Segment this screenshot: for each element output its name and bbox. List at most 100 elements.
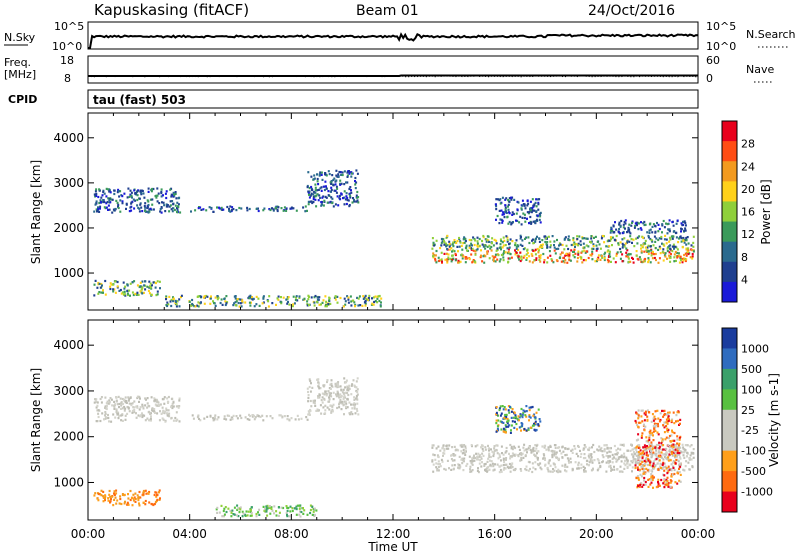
echo-cell bbox=[553, 444, 556, 447]
echo-cell bbox=[603, 235, 605, 238]
echo-cell bbox=[443, 243, 446, 246]
echo-cell bbox=[667, 483, 670, 487]
echo-cell bbox=[431, 446, 434, 449]
echo-cell bbox=[341, 173, 344, 177]
echo-cell bbox=[516, 428, 518, 431]
echo-cell bbox=[153, 399, 156, 402]
echo-cell bbox=[615, 460, 618, 463]
echo-cell bbox=[96, 404, 99, 407]
echo-cell bbox=[552, 468, 554, 471]
echo-cell bbox=[554, 446, 557, 449]
echo-cell bbox=[603, 444, 606, 447]
echo-cell bbox=[220, 206, 223, 209]
echo-cell bbox=[663, 238, 666, 241]
echo-cell bbox=[643, 444, 646, 447]
echo-cell bbox=[276, 297, 279, 300]
echo-cell bbox=[127, 493, 129, 496]
echo-cell bbox=[504, 208, 507, 211]
echo-cell bbox=[680, 451, 683, 454]
echo-cell bbox=[657, 238, 660, 242]
echo-cell bbox=[601, 454, 604, 457]
echo-cell bbox=[178, 305, 181, 308]
echo-cell bbox=[225, 295, 228, 298]
echo-cell bbox=[608, 245, 611, 248]
echo-cell bbox=[651, 257, 654, 260]
echo-cell bbox=[522, 446, 525, 449]
echo-cell bbox=[493, 256, 496, 259]
echo-cell bbox=[234, 297, 237, 300]
echo-cell bbox=[355, 380, 358, 383]
echo-cell bbox=[607, 462, 610, 465]
echo-cell bbox=[550, 449, 553, 453]
echo-cell bbox=[138, 504, 141, 507]
echo-cell bbox=[535, 218, 538, 221]
echo-cell bbox=[128, 402, 131, 405]
echo-cell bbox=[118, 190, 120, 193]
echo-cell bbox=[155, 196, 158, 199]
echo-cell bbox=[619, 247, 622, 251]
echo-cell bbox=[531, 198, 534, 201]
echo-cell bbox=[142, 491, 145, 494]
echo-cell bbox=[658, 445, 661, 448]
echo-cell bbox=[447, 447, 450, 450]
echo-cell bbox=[117, 411, 120, 414]
echo-cell bbox=[470, 247, 472, 250]
echo-cell bbox=[115, 400, 118, 403]
echo-cell bbox=[672, 465, 675, 468]
echo-cell bbox=[353, 396, 356, 399]
echo-cell bbox=[142, 489, 145, 493]
echo-cell bbox=[345, 195, 348, 198]
echo-cell bbox=[551, 456, 554, 459]
echo-cell bbox=[504, 204, 507, 207]
echo-cell bbox=[162, 410, 165, 413]
echo-cell bbox=[270, 506, 273, 509]
echo-cell bbox=[483, 261, 486, 264]
echo-cell bbox=[626, 241, 629, 244]
echo-cell bbox=[441, 446, 444, 449]
echo-cell bbox=[522, 409, 525, 412]
echo-cell bbox=[452, 241, 455, 244]
echo-cell bbox=[97, 292, 100, 295]
echo-cell bbox=[498, 222, 501, 225]
echo-cell bbox=[536, 458, 539, 461]
echo-cell bbox=[661, 250, 664, 253]
echo-cell bbox=[344, 198, 347, 201]
echo-cell bbox=[486, 245, 489, 248]
echo-cell bbox=[488, 244, 491, 247]
echo-cell bbox=[514, 253, 517, 256]
echo-cell bbox=[537, 424, 540, 427]
echo-cell bbox=[648, 434, 651, 437]
echo-cell bbox=[609, 229, 612, 232]
echo-cell bbox=[146, 397, 149, 400]
echo-cell bbox=[533, 259, 536, 262]
echo-cell bbox=[124, 285, 127, 288]
echo-cell bbox=[652, 253, 655, 256]
echo-cell bbox=[590, 241, 593, 244]
echo-cell bbox=[165, 196, 168, 200]
echo-cell bbox=[170, 416, 173, 420]
echo-cell bbox=[97, 283, 100, 286]
echo-cell bbox=[105, 187, 108, 190]
echo-cell bbox=[522, 212, 525, 215]
echo-cell bbox=[358, 295, 361, 298]
echo-cell bbox=[345, 379, 348, 382]
echo-cell bbox=[119, 190, 122, 193]
echo-cell bbox=[596, 458, 599, 461]
echo-cell bbox=[379, 305, 382, 308]
echo-cell bbox=[627, 226, 630, 229]
echo-cell bbox=[193, 305, 196, 308]
echo-cell bbox=[226, 414, 229, 417]
echo-cell bbox=[495, 411, 498, 414]
echo-cell bbox=[529, 207, 532, 210]
colorbar-swatch bbox=[722, 221, 737, 243]
echo-cell bbox=[641, 432, 644, 435]
echo-cell bbox=[499, 218, 502, 221]
echo-cell bbox=[659, 412, 662, 415]
echo-cell bbox=[348, 187, 351, 190]
echo-cell bbox=[307, 203, 310, 206]
echo-cell bbox=[534, 454, 537, 457]
echo-cell bbox=[324, 404, 327, 407]
echo-cell bbox=[615, 234, 618, 238]
echo-cell bbox=[645, 458, 647, 461]
echo-cell bbox=[626, 253, 629, 256]
